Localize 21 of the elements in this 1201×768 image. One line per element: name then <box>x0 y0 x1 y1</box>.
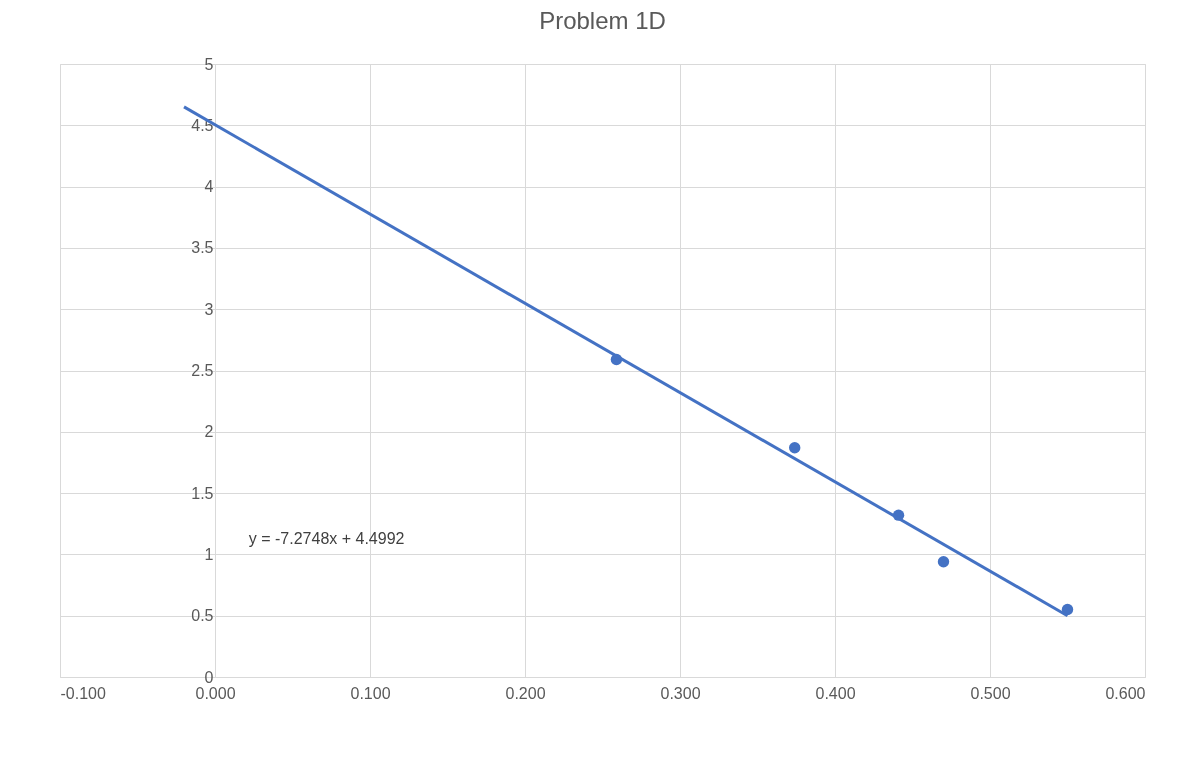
y-tick-label: 4 <box>204 178 214 196</box>
y-tick-label: 1 <box>204 545 214 563</box>
x-tick-label: 0.100 <box>350 684 391 702</box>
y-tick-label: 0.5 <box>191 607 214 625</box>
x-tick-label: 0.200 <box>505 684 546 702</box>
y-tick-label: 5 <box>204 55 214 73</box>
y-tick-label: 4.5 <box>191 116 214 134</box>
x-tick-label: 0.500 <box>970 684 1011 702</box>
x-tick-label: 0.600 <box>1105 684 1146 702</box>
chart-title: Problem 1D <box>539 7 666 34</box>
y-tick-label: 3 <box>204 300 214 318</box>
y-tick-label: 3.5 <box>191 239 214 257</box>
x-tick-label: 0.400 <box>815 684 856 702</box>
x-tick-label: 0.300 <box>660 684 701 702</box>
y-tick-label: 2.5 <box>191 362 214 379</box>
annotation: y = -7.2748x + 4.4992 <box>248 530 405 548</box>
y-tick-label: 1.5 <box>191 484 214 502</box>
y-tick-label: 0 <box>204 668 214 686</box>
x-tick-label: 0.000 <box>195 684 236 702</box>
y-tick-label: 2 <box>204 423 214 441</box>
x-tick-label: -0.100 <box>60 684 106 702</box>
